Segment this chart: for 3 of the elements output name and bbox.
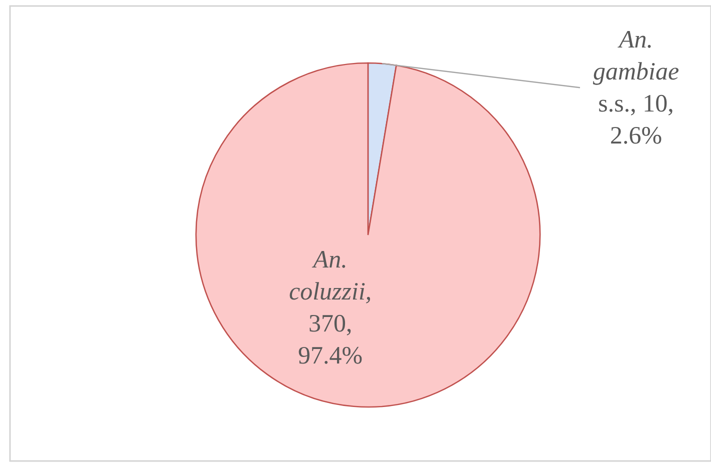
slice-label: An. coluzzii, 370, 97.4%: [288, 246, 372, 370]
slice-label: An. gambiae s.s., 10, 2.6%: [592, 26, 680, 150]
pie-slice: [195, 62, 541, 408]
